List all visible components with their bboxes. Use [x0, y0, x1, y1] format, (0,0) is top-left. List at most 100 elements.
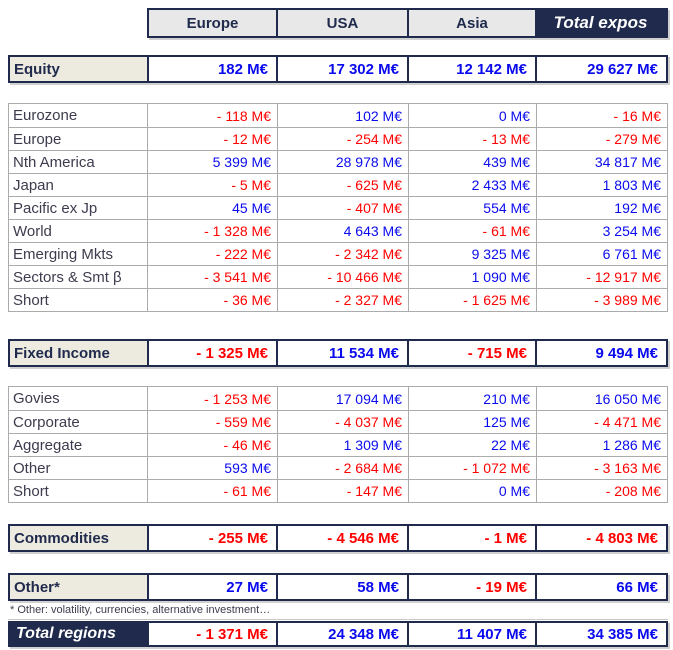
- summary-value: - 1 M€: [407, 526, 535, 550]
- detail-value: 4 643 M€: [277, 219, 408, 242]
- detail-value: - 208 M€: [536, 479, 667, 502]
- summary-value: 12 142 M€: [407, 57, 535, 81]
- total-value-total-expos: 34 385 M€: [535, 623, 666, 645]
- detail-value: - 2 684 M€: [277, 456, 408, 479]
- detail-value: - 13 M€: [408, 127, 536, 150]
- column-header-row: Europe USA Asia Total expos: [147, 8, 668, 38]
- detail-label-other: Other: [9, 456, 147, 479]
- summary-label-commodities: Commodities: [10, 526, 147, 550]
- summary-row-other: Other* 27 M€ 58 M€ - 19 M€ 66 M€: [8, 573, 668, 601]
- detail-value: - 3 989 M€: [536, 288, 667, 311]
- summary-row-commodities: Commodities - 255 M€ - 4 546 M€ - 1 M€ - 4 8…: [8, 524, 668, 552]
- summary-value: - 19 M€: [407, 575, 535, 599]
- detail-value: 3 254 M€: [536, 219, 667, 242]
- column-header-europe: Europe: [186, 14, 239, 32]
- summary-value: 11 534 M€: [276, 341, 407, 365]
- detail-value: - 2 327 M€: [277, 288, 408, 311]
- summary-label-fixed-income: Fixed Income: [10, 341, 147, 365]
- detail-value: 1 090 M€: [408, 265, 536, 288]
- detail-value: 6 761 M€: [536, 242, 667, 265]
- detail-value: 210 M€: [408, 387, 536, 410]
- detail-value: 28 978 M€: [277, 150, 408, 173]
- detail-label-emerging-mkts: Emerging Mkts: [9, 242, 147, 265]
- detail-value: - 16 M€: [536, 104, 667, 127]
- detail-value: - 279 M€: [536, 127, 667, 150]
- detail-label-short: Short: [9, 479, 147, 502]
- detail-value: 45 M€: [147, 196, 277, 219]
- detail-value: 17 094 M€: [277, 387, 408, 410]
- detail-value: - 5 M€: [147, 173, 277, 196]
- detail-value: - 2 342 M€: [277, 242, 408, 265]
- summary-value: - 4 803 M€: [535, 526, 666, 550]
- total-value-usa: 24 348 M€: [276, 623, 407, 645]
- detail-value: 2 433 M€: [408, 173, 536, 196]
- detail-value: - 46 M€: [147, 433, 277, 456]
- detail-value: - 1 253 M€: [147, 387, 277, 410]
- summary-row-equity: Equity 182 M€ 17 302 M€ 12 142 M€ 29 627 M€: [8, 55, 668, 83]
- summary-value: - 4 546 M€: [276, 526, 407, 550]
- detail-value: - 407 M€: [277, 196, 408, 219]
- detail-label-world: World: [9, 219, 147, 242]
- summary-row-fixed-income: Fixed Income - 1 325 M€ 11 534 M€ - 715 M€ 9…: [8, 339, 668, 367]
- detail-label-nth-america: Nth America: [9, 150, 147, 173]
- detail-label-europe: Europe: [9, 127, 147, 150]
- table-body: Equity 182 M€ 17 302 M€ 12 142 M€ 29 627 M€ E…: [8, 55, 673, 601]
- detail-value: - 222 M€: [147, 242, 277, 265]
- detail-value: - 559 M€: [147, 410, 277, 433]
- summary-value: 27 M€: [147, 575, 276, 599]
- detail-label-sectors-smt: Sectors & Smt β: [9, 265, 147, 288]
- summary-value: 58 M€: [276, 575, 407, 599]
- detail-value: 102 M€: [277, 104, 408, 127]
- detail-label-short: Short: [9, 288, 147, 311]
- separator-line: [8, 619, 668, 620]
- summary-label-other: Other*: [10, 575, 147, 599]
- detail-value: - 10 466 M€: [277, 265, 408, 288]
- detail-table: Govies - 1 253 M€ 17 094 M€ 210 M€ 16 050 M€…: [8, 386, 668, 503]
- detail-value: 125 M€: [408, 410, 536, 433]
- detail-value: 0 M€: [408, 479, 536, 502]
- summary-value: 9 494 M€: [535, 341, 666, 365]
- detail-value: - 4 037 M€: [277, 410, 408, 433]
- detail-value: 9 325 M€: [408, 242, 536, 265]
- detail-value: - 12 M€: [147, 127, 277, 150]
- detail-label-aggregate: Aggregate: [9, 433, 147, 456]
- total-regions-row: Total regions - 1 371 M€ 24 348 M€ 11 40…: [8, 621, 668, 647]
- detail-value: 192 M€: [536, 196, 667, 219]
- detail-value: - 36 M€: [147, 288, 277, 311]
- detail-value: - 61 M€: [408, 219, 536, 242]
- detail-value: 593 M€: [147, 456, 277, 479]
- column-header-asia: Asia: [407, 10, 535, 36]
- detail-value: - 3 541 M€: [147, 265, 277, 288]
- detail-value: 1 803 M€: [536, 173, 667, 196]
- detail-label-govies: Govies: [13, 390, 60, 407]
- detail-value: - 1 328 M€: [147, 219, 277, 242]
- total-value-asia: 11 407 M€: [407, 623, 535, 645]
- detail-value: - 4 471 M€: [536, 410, 667, 433]
- column-header-usa: USA: [276, 10, 407, 36]
- summary-label-equity: Equity: [10, 57, 147, 81]
- detail-value: - 118 M€: [147, 104, 277, 127]
- total-regions-label: Total regions: [10, 623, 147, 645]
- total-value-europe: - 1 371 M€: [147, 623, 276, 645]
- detail-value: 16 050 M€: [536, 387, 667, 410]
- detail-value: 1 286 M€: [536, 433, 667, 456]
- detail-value: 34 817 M€: [536, 150, 667, 173]
- detail-value: 0 M€: [408, 104, 536, 127]
- detail-label-pacific-ex-jp: Pacific ex Jp: [9, 196, 147, 219]
- detail-value: - 625 M€: [277, 173, 408, 196]
- detail-value: - 254 M€: [277, 127, 408, 150]
- detail-value: 1 309 M€: [277, 433, 408, 456]
- summary-value: - 1 325 M€: [147, 341, 276, 365]
- summary-value: - 255 M€: [147, 526, 276, 550]
- summary-value: 182 M€: [147, 57, 276, 81]
- detail-value: 5 399 M€: [147, 150, 277, 173]
- summary-value: 29 627 M€: [535, 57, 666, 81]
- column-header-total-expos: Total expos: [535, 10, 666, 36]
- detail-value: - 1 625 M€: [408, 288, 536, 311]
- detail-value: 22 M€: [408, 433, 536, 456]
- footnote: * Other: volatility, currencies, alterna…: [10, 604, 271, 616]
- detail-label-corporate: Corporate: [9, 410, 147, 433]
- detail-table: Eurozone - 118 M€ 102 M€ 0 M€ - 16 M€ Europe -…: [8, 103, 668, 312]
- detail-value: 554 M€: [408, 196, 536, 219]
